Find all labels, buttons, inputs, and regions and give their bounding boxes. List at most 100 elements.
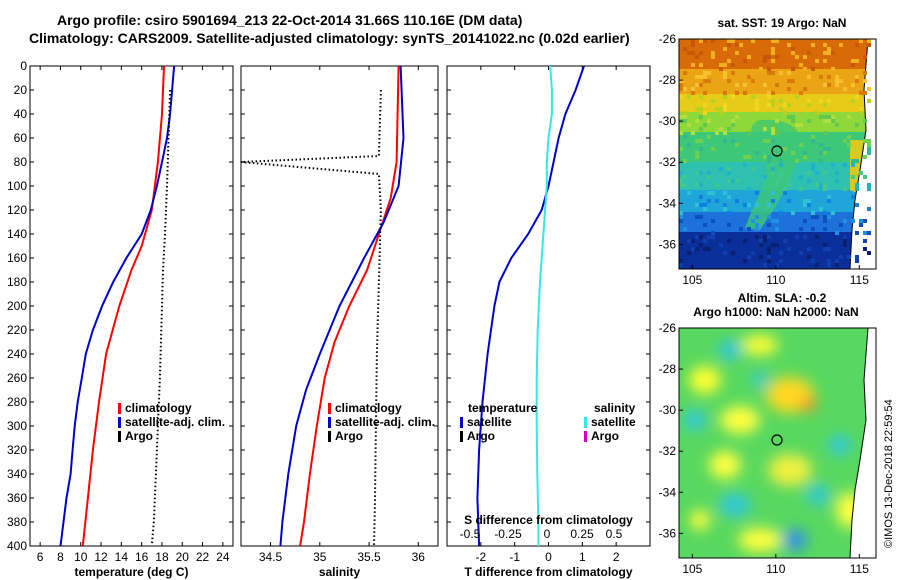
sst-pixel: [711, 51, 715, 55]
sst-pixel: [811, 163, 815, 167]
sst-pixel: [767, 235, 771, 239]
sst-pixel: [815, 263, 819, 267]
sst-pixel: [763, 139, 767, 143]
sst-pixel: [703, 103, 707, 107]
sst-pixel: [835, 123, 839, 127]
sst-pixel: [747, 255, 751, 259]
sst-pixel: [723, 191, 727, 195]
sla-map: [679, 328, 876, 558]
sst-pixel: [699, 215, 703, 219]
sst-pixel: [795, 55, 799, 59]
sst-pixel: [699, 111, 703, 115]
sst-pixel: [779, 259, 783, 263]
sst-pixel: [771, 99, 775, 103]
sst-pixel: [771, 171, 775, 175]
sst-pixel: [791, 115, 795, 119]
sst-pixel: [803, 155, 807, 159]
sst-pixel: [827, 259, 831, 263]
temp-xtick-label: 20: [176, 550, 190, 564]
sst-pixel: [787, 43, 791, 47]
sst-pixel: [707, 191, 711, 195]
sst-pixel: [691, 247, 695, 251]
diff-xtick-label: -1: [509, 550, 520, 564]
sst-pixel: [699, 243, 703, 247]
sst-pixel: [775, 227, 779, 231]
diff-legend-label: Argo: [591, 429, 619, 443]
sst-pixel: [771, 191, 775, 195]
sst-pixel: [703, 111, 707, 115]
sst-pixel: [783, 191, 787, 195]
sst-pixel: [723, 103, 727, 107]
temp-xtick-label: 16: [135, 550, 149, 564]
sst-pixel: [695, 107, 699, 111]
sst-pixel: [811, 211, 815, 215]
sst-pixel: [867, 139, 871, 143]
diff-legend-label: satellite: [467, 415, 512, 429]
depth-tick-label: 220: [7, 323, 27, 337]
diff-legend-swatch: [460, 417, 463, 428]
sst-pixel: [863, 155, 867, 159]
sst-pixel: [827, 147, 831, 151]
sst-pixel: [767, 247, 771, 251]
depth-tick-label: 240: [7, 347, 27, 361]
sst-pixel: [815, 235, 819, 239]
sst-pixel: [735, 91, 739, 95]
sst-pixel: [775, 219, 779, 223]
sst-ytick-label: -36: [659, 237, 677, 251]
sst-pixel: [759, 243, 763, 247]
sst-pixel: [823, 243, 827, 247]
sla-map-subtitle: Argo h1000: NaN h2000: NaN: [693, 305, 858, 319]
sst-pixel: [867, 207, 871, 211]
diff-series-temperature-satellite: [476, 65, 585, 547]
sst-pixel: [843, 163, 847, 167]
sst-pixel: [807, 119, 811, 123]
sst-pixel: [723, 95, 727, 99]
sst-pixel: [695, 171, 699, 175]
sst-pixel: [679, 79, 683, 83]
sst-pixel: [779, 175, 783, 179]
sst-pixel: [711, 231, 715, 235]
sst-pixel: [843, 243, 847, 247]
sst-pixel: [835, 231, 839, 235]
sst-pixel: [763, 83, 767, 87]
sst-pixel: [823, 211, 827, 215]
sst-pixel: [683, 47, 687, 51]
depth-tick-label: 360: [7, 491, 27, 505]
sst-pixel: [867, 87, 871, 91]
sst-pixel: [707, 199, 711, 203]
temp-xtick-label: 18: [155, 550, 169, 564]
diff-xtick-label: 0: [545, 550, 552, 564]
sst-pixel: [803, 219, 807, 223]
generated-plot-elements: 0204060801001201401601802002202402602803…: [7, 32, 869, 579]
sst-pixel: [771, 243, 775, 247]
sst-pixel: [855, 95, 859, 99]
figure-title-line2: Climatology: CARS2009. Satellite-adjuste…: [29, 30, 630, 46]
sst-pixel: [703, 79, 707, 83]
sst-pixel: [855, 75, 859, 79]
sst-pixel: [703, 247, 707, 251]
sst-pixel: [843, 87, 847, 91]
temp-xlabel: temperature (deg C): [74, 565, 188, 579]
sst-pixel: [679, 263, 683, 267]
sst-pixel: [723, 71, 727, 75]
sst-pixel: [807, 103, 811, 107]
sst-pixel: [799, 227, 803, 231]
sst-pixel: [815, 171, 819, 175]
sst-pixel: [815, 111, 819, 115]
sst-pixel: [855, 259, 859, 263]
sst-ytick-label: -30: [659, 114, 677, 128]
sst-pixel: [687, 239, 691, 243]
depth-tick-label: 380: [7, 515, 27, 529]
sst-argo-location-marker: [771, 145, 783, 157]
sla-xtick-label: 115: [850, 562, 869, 576]
sst-pixel: [831, 119, 835, 123]
sst-pixel: [687, 251, 691, 255]
sst-pixel: [723, 251, 727, 255]
sst-pixel: [807, 171, 811, 175]
sst-pixel: [707, 235, 711, 239]
sst-pixel: [731, 139, 735, 143]
sst-pixel: [691, 63, 695, 67]
sst-pixel: [679, 211, 683, 215]
sst-pixel: [839, 79, 843, 83]
